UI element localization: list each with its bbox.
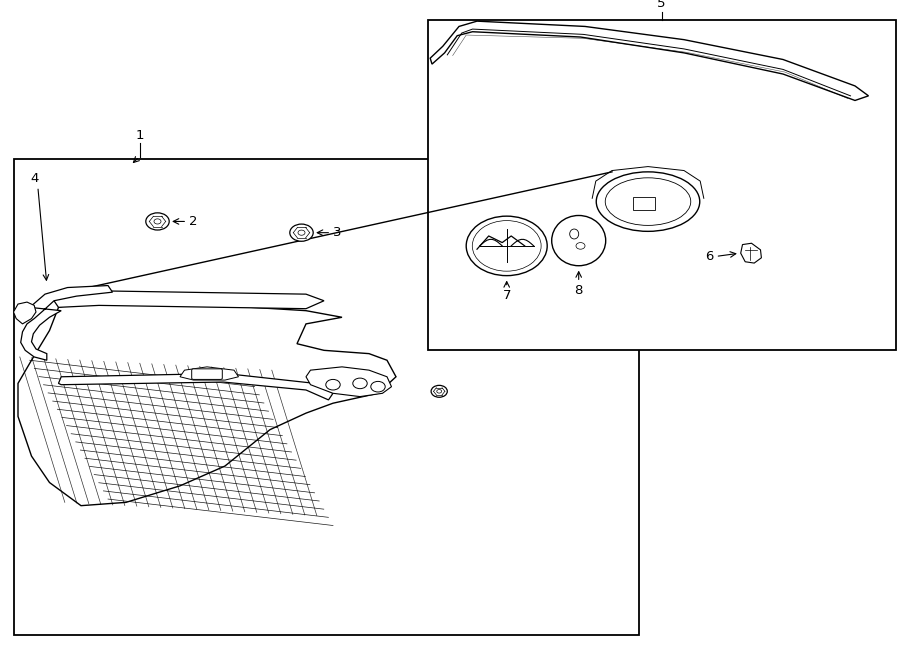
Ellipse shape: [552, 215, 606, 266]
Circle shape: [290, 224, 313, 241]
Polygon shape: [306, 367, 392, 397]
Bar: [14, 159, 639, 635]
Circle shape: [353, 378, 367, 389]
Polygon shape: [741, 243, 761, 263]
Bar: [633, 197, 655, 210]
Polygon shape: [180, 367, 238, 380]
Text: 7: 7: [502, 289, 511, 302]
Circle shape: [298, 230, 305, 235]
Text: 8: 8: [574, 284, 583, 297]
Circle shape: [371, 381, 385, 392]
Polygon shape: [58, 373, 333, 400]
Polygon shape: [430, 21, 868, 100]
Circle shape: [436, 389, 442, 393]
FancyBboxPatch shape: [192, 369, 222, 379]
Text: 1: 1: [135, 129, 144, 142]
Polygon shape: [14, 302, 36, 324]
Circle shape: [326, 379, 340, 390]
Ellipse shape: [596, 172, 700, 231]
Text: 6: 6: [706, 250, 714, 263]
Text: 5: 5: [657, 0, 666, 10]
Polygon shape: [54, 291, 324, 309]
Circle shape: [431, 385, 447, 397]
Circle shape: [146, 213, 169, 230]
Polygon shape: [18, 294, 396, 506]
Polygon shape: [21, 286, 113, 360]
Bar: [428, 20, 896, 350]
Text: 3: 3: [333, 226, 341, 239]
Text: 2: 2: [189, 215, 197, 228]
Text: 4: 4: [30, 172, 39, 185]
Circle shape: [466, 216, 547, 276]
Circle shape: [576, 243, 585, 249]
Circle shape: [154, 219, 161, 224]
